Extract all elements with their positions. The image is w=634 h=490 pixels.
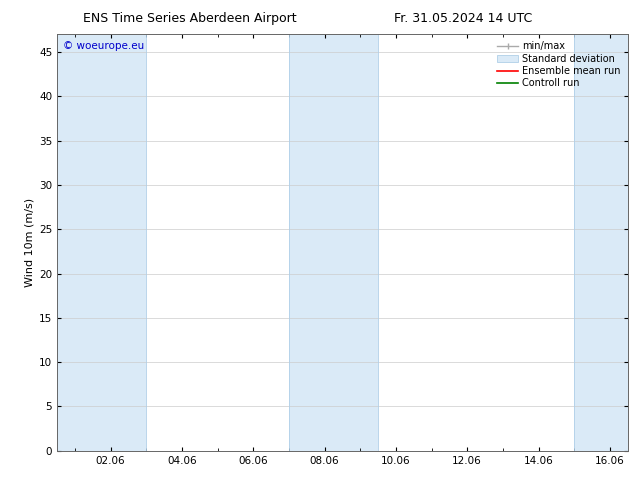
Bar xyxy=(574,34,628,451)
Text: Fr. 31.05.2024 14 UTC: Fr. 31.05.2024 14 UTC xyxy=(394,12,532,25)
Text: ENS Time Series Aberdeen Airport: ENS Time Series Aberdeen Airport xyxy=(84,12,297,25)
Y-axis label: Wind 10m (m/s): Wind 10m (m/s) xyxy=(25,198,35,287)
Legend: min/max, Standard deviation, Ensemble mean run, Controll run: min/max, Standard deviation, Ensemble me… xyxy=(495,39,623,90)
Bar xyxy=(57,34,146,451)
Text: © woeurope.eu: © woeurope.eu xyxy=(63,41,144,50)
Bar xyxy=(289,34,378,451)
